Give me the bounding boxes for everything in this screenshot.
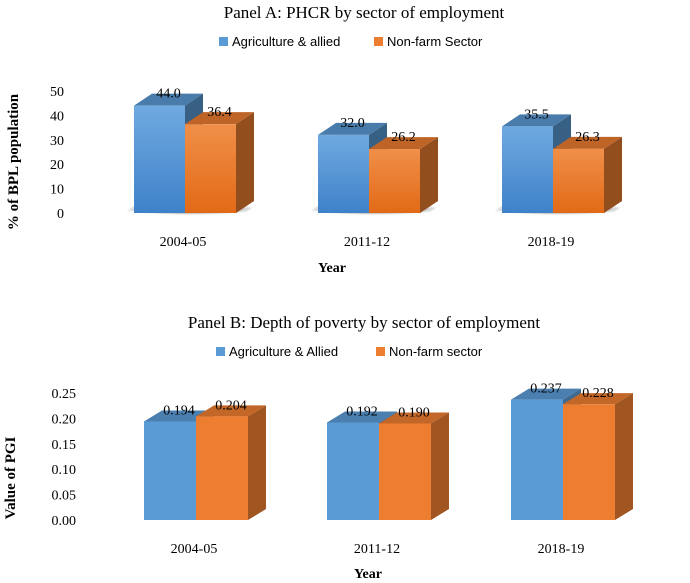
panel-b-legend-label-1: Non-farm sector: [389, 344, 483, 359]
panel-b-data-label: 0.192: [346, 404, 378, 419]
panel-b-legend-label-0: Agriculture & Allied: [229, 344, 338, 359]
panel-a-y-tick-label: 50: [50, 85, 64, 100]
panel-a-x-axis-label: Year: [318, 261, 346, 276]
panel-b-x-ticks: 2004-05 2011-12 2018-19: [171, 542, 585, 557]
panel-a-data-label: 32.0: [340, 116, 365, 131]
panel-a-legend-label-0: Agriculture & allied: [232, 34, 340, 49]
panel-a-bar-2018-19-series2: [553, 136, 622, 213]
panel-a-bar-2004-05-series2: [185, 112, 254, 213]
panel-b-y-tick-label: 0.10: [52, 463, 77, 478]
panel-b-x-tick-label: 2011-12: [354, 542, 400, 557]
panel-b-bars: 0.194 0.204 0.192 0.190 0.237 0.228: [144, 382, 633, 520]
panel-a-legend-label-1: Non-farm Sector: [387, 34, 483, 49]
panel-b-data-label: 0.237: [530, 382, 562, 397]
panel-b-bar-2004-05-series2: [196, 405, 266, 520]
panel-b-x-tick-label: 2018-19: [538, 542, 585, 557]
panel-b-data-label: 0.204: [215, 398, 247, 413]
panel-a-x-tick-label: 2018-19: [528, 235, 575, 250]
panel-a-title: Panel A: PHCR by sector of employment: [224, 3, 505, 22]
panel-b-chart: Panel B: Depth of poverty by sector of e…: [3, 313, 633, 582]
panel-a-x-tick-label: 2011-12: [344, 235, 390, 250]
panel-a-legend: Agriculture & allied Non-farm Sector: [219, 34, 483, 49]
panel-a-y-tick-label: 40: [50, 109, 64, 124]
panel-b-data-label: 0.228: [582, 386, 614, 401]
panel-a-bar-2018-19-series1: [502, 114, 571, 213]
panel-a-y-tick-label: 30: [50, 134, 64, 149]
panel-b-x-tick-label: 2004-05: [171, 542, 218, 557]
panel-b-y-axis-label: Value of PGI: [3, 436, 19, 519]
panel-a-y-tick-label: 10: [50, 183, 64, 198]
panel-b-legend: Agriculture & Allied Non-farm sector: [216, 344, 483, 359]
panel-b-legend-swatch-1: [376, 347, 385, 356]
panel-b-y-tick-label: 0.15: [52, 438, 77, 453]
panel-a-data-label: 36.4: [207, 105, 232, 120]
panel-b-y-tick-label: 0.20: [52, 412, 77, 427]
panel-b-bar-2011-12-series2: [379, 412, 449, 520]
panel-a-chart: Panel A: PHCR by sector of employment Ag…: [6, 3, 628, 276]
panel-a-x-ticks: 2004-05 2011-12 2018-19: [160, 235, 575, 250]
panel-b-legend-swatch-0: [216, 347, 225, 356]
panel-a-y-tick-label: 0: [57, 207, 64, 222]
panel-b-y-tick-label: 0.05: [52, 489, 77, 504]
panel-a-x-tick-label: 2004-05: [160, 235, 207, 250]
panel-a-data-label: 44.0: [156, 87, 181, 102]
panel-a-legend-swatch-1: [374, 37, 383, 46]
panel-a-bar-2011-12-series2: [369, 137, 438, 213]
panel-b-x-axis-label: Year: [354, 567, 382, 582]
panel-b-y-tick-label: 0.00: [52, 514, 77, 529]
panel-a-data-label: 35.5: [524, 107, 549, 122]
panel-a-legend-swatch-0: [219, 37, 228, 46]
panel-a-data-label: 26.2: [391, 130, 416, 145]
panel-b-bar-2018-19-series2: [563, 393, 633, 520]
panel-b-data-label: 0.190: [398, 405, 430, 420]
panel-b-y-ticks: 0.25 0.20 0.15 0.10 0.05 0.00: [52, 387, 77, 529]
panel-a-bars: 44.0 36.4 32.0 26.2 35.5 26.3: [120, 87, 628, 215]
panel-a-data-label: 26.3: [575, 130, 600, 145]
panel-a-y-tick-label: 20: [50, 158, 64, 173]
panel-b-title: Panel B: Depth of poverty by sector of e…: [188, 313, 540, 332]
panel-a-y-axis-label: % of BPL population: [6, 93, 22, 230]
panel-b-data-label: 0.194: [163, 403, 195, 418]
panel-a-y-ticks: 50 40 30 20 10 0: [50, 85, 64, 222]
panel-b-y-tick-label: 0.25: [52, 387, 77, 402]
